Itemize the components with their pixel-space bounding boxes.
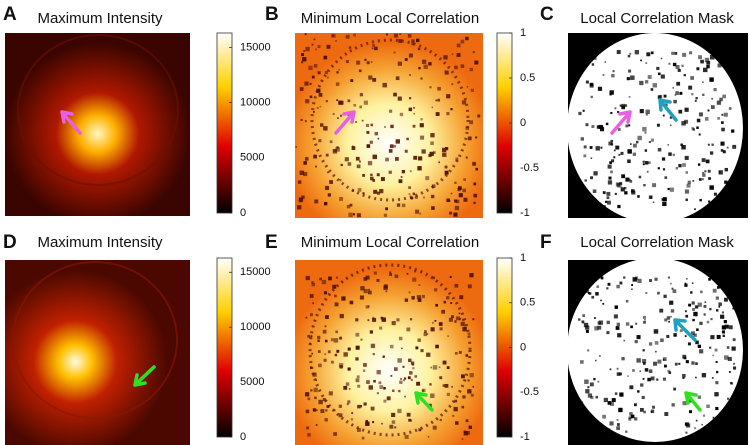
colorbar-tick-label: 10000 <box>240 96 271 108</box>
arrows <box>60 98 702 412</box>
colorbar-tick-label: 0.5 <box>520 297 535 309</box>
colorbar-tick-label: 0.5 <box>520 72 535 84</box>
image-d <box>5 260 190 445</box>
colorbar-tick-label: 0 <box>240 207 246 219</box>
colorbar <box>216 257 233 438</box>
panel-letter: F <box>540 232 552 253</box>
panel-letter: A <box>3 4 17 25</box>
image-f <box>567 258 748 445</box>
colorbar-tick-label: 15000 <box>240 41 271 53</box>
panel-title: Minimum Local Correlation <box>301 10 479 27</box>
panel-title: Maximum Intensity <box>37 10 163 27</box>
image-a <box>5 33 190 216</box>
panel-title: Minimum Local Correlation <box>301 234 479 251</box>
colorbar <box>216 32 233 214</box>
image-c <box>567 33 748 223</box>
colorbar-tick-label: 1 <box>520 252 526 264</box>
panel-title: Local Correlation Mask <box>580 234 734 251</box>
colorbar-tick-label: 1 <box>520 27 526 39</box>
image-e <box>295 260 483 445</box>
panel-letter: E <box>265 232 278 253</box>
colorbar-tick-label: 0 <box>520 341 526 353</box>
colorbar-tick-label: 10000 <box>240 321 271 333</box>
colorbar-tick-label: 0 <box>520 117 526 129</box>
colorbar-tick-label: -1 <box>520 207 530 219</box>
colorbar-tick-label: 0 <box>240 431 246 443</box>
colorbar-tick-label: -0.5 <box>520 162 539 174</box>
colorbar-tick-label: 5000 <box>240 152 264 164</box>
colorbar-tick-label: -0.5 <box>520 386 539 398</box>
colorbar-tick-label: 5000 <box>240 376 264 388</box>
colorbar-tick-label: 15000 <box>240 266 271 278</box>
panel-title: Maximum Intensity <box>37 234 163 251</box>
image-b <box>295 33 483 218</box>
colorbar-tick-label: -1 <box>520 431 530 443</box>
panel-letter: C <box>540 4 554 25</box>
panel-letter: B <box>265 4 279 25</box>
panel-title: Local Correlation Mask <box>580 10 734 27</box>
panel-letter: D <box>3 232 17 253</box>
